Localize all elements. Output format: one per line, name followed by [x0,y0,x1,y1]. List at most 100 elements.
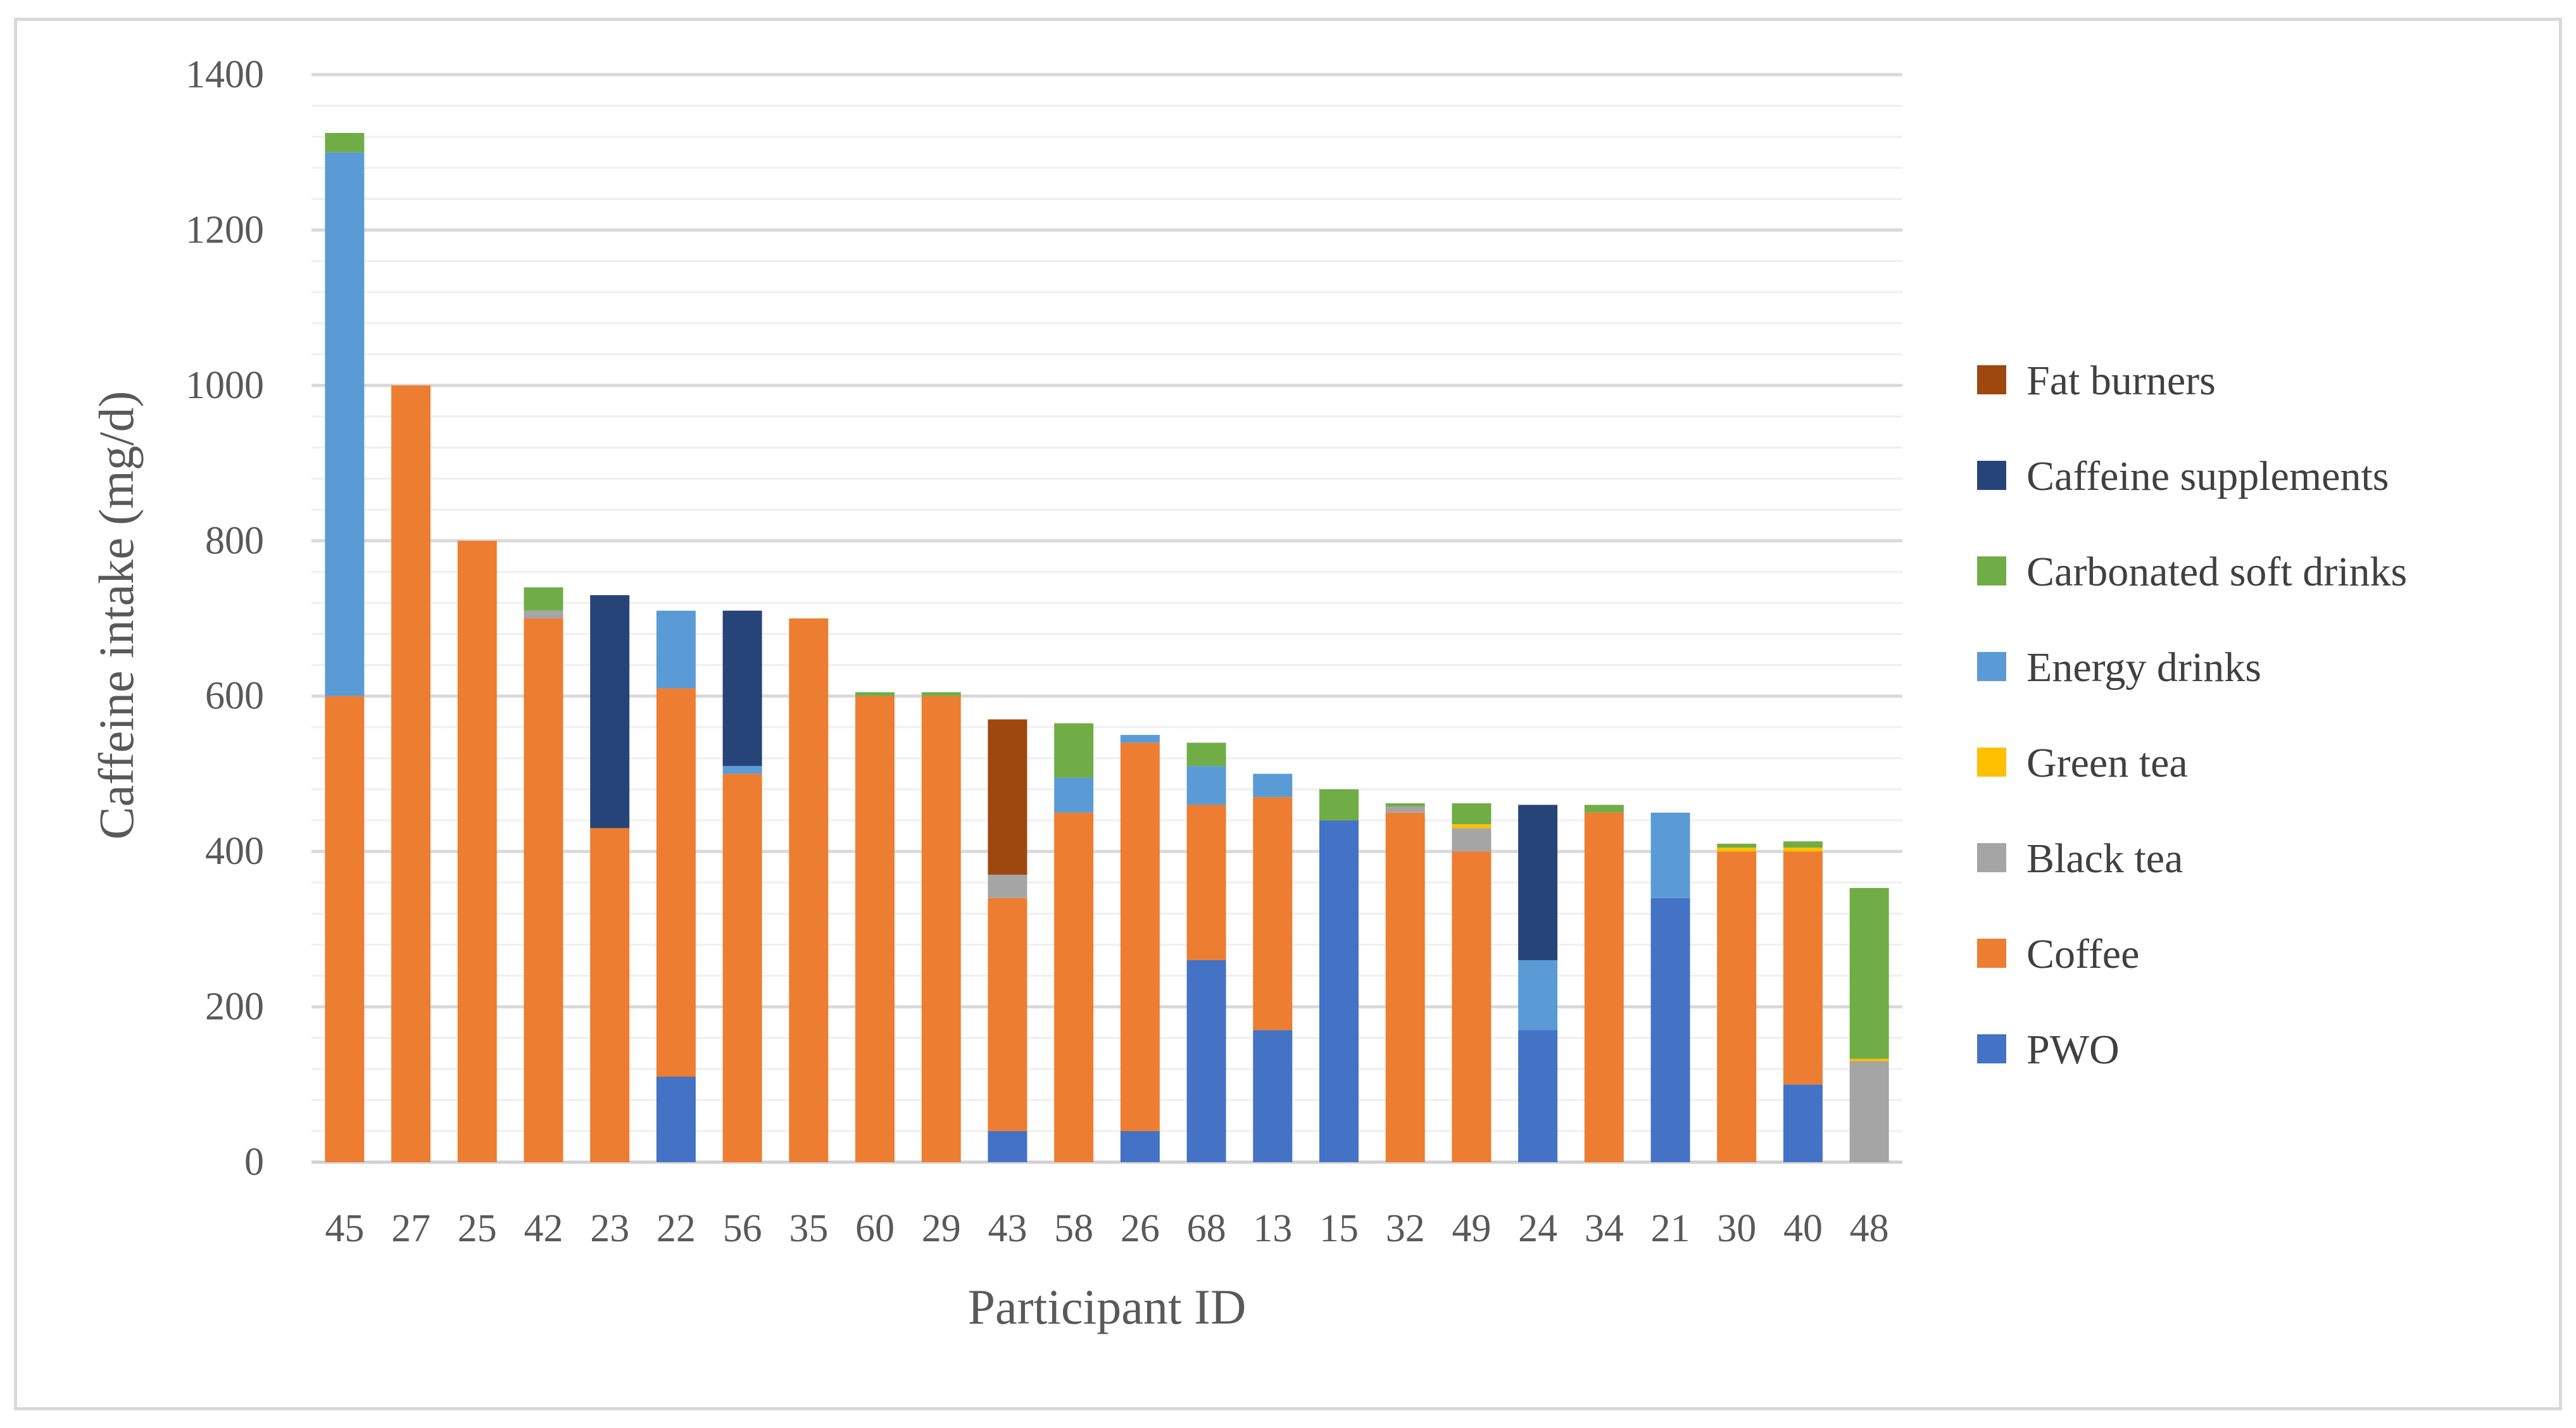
x-tick-label: 34 [1585,1207,1624,1250]
y-tick-label: 400 [205,830,264,873]
bar-segment-32-black-tea [1385,806,1425,813]
x-tick-label: 22 [657,1207,696,1250]
legend: Fat burners Caffeine supplements Carbonate… [1977,358,2407,1073]
legend-swatch [1977,461,2006,490]
legend-swatch [1977,556,2006,586]
bar-segment-24-caffeine-supplements [1518,805,1558,960]
bar-segment-68-pwo [1186,960,1226,1162]
bar-segment-48-green-tea [1849,1058,1889,1062]
legend-swatch [1977,843,2006,872]
bar-segment-15-carbonated-soft-drinks [1319,789,1359,821]
legend-swatch [1977,939,2006,968]
bar-segment-13-coffee [1253,797,1293,1030]
x-tick-label: 30 [1717,1207,1756,1250]
bar-segment-42-black-tea [524,610,563,618]
y-tick-label: 1200 [185,208,264,251]
bars-group [325,133,1889,1162]
legend-item-green-tea: Green tea [1977,740,2188,786]
bar-segment-21-pwo [1650,898,1690,1162]
bar-segment-45-carbonated-soft-drinks [325,133,365,153]
bar-segment-58-coffee [1054,812,1094,1162]
bar-segment-25-coffee [457,541,497,1162]
x-axis-title: Participant ID [968,1279,1247,1334]
bar-segment-43-fat-burners [988,719,1027,875]
bar-segment-42-coffee [524,618,563,1162]
chart-frame [14,18,2562,1410]
bar-segment-23-caffeine-supplements [590,595,630,829]
bar-segment-29-carbonated-soft-drinks [921,692,961,696]
bar-segment-40-green-tea [1783,848,1823,852]
y-tick-label: 800 [205,519,264,562]
y-tick-labels: 0 200 400 600 800 1000 1200 1400 [185,53,264,1184]
bar-segment-24-energy-drinks [1518,960,1558,1030]
bar-segment-26-energy-drinks [1120,735,1160,743]
x-tick-label: 35 [789,1207,828,1250]
legend-item-caffeine-supplements: Caffeine supplements [1977,453,2389,499]
bar-segment-32-carbonated-soft-drinks [1385,803,1425,806]
y-axis-title: Caffeine intake (mg/d) [89,391,144,840]
bar-segment-22-coffee [656,688,696,1077]
bar-segment-13-pwo [1253,1030,1293,1162]
x-tick-label: 56 [723,1207,762,1250]
bar-segment-56-caffeine-supplements [722,610,762,767]
bar-segment-40-coffee [1783,851,1823,1085]
x-tick-label: 32 [1386,1207,1425,1250]
legend-swatch [1977,365,2006,394]
bar-segment-24-pwo [1518,1030,1558,1162]
x-tick-label: 24 [1518,1207,1557,1250]
bar-segment-58-carbonated-soft-drinks [1054,723,1094,778]
bar-segment-35-coffee [789,618,829,1162]
bar-segment-45-energy-drinks [325,152,365,696]
legend-label: Fat burners [2026,358,2216,404]
bar-segment-68-carbonated-soft-drinks [1186,742,1226,767]
legend-swatch [1977,1034,2006,1063]
legend-label: Energy drinks [2026,644,2261,691]
y-tick-label: 1400 [185,53,264,96]
bar-segment-43-black-tea [988,874,1027,898]
x-tick-label: 13 [1253,1207,1292,1250]
legend-label: Green tea [2026,740,2188,786]
x-tick-label: 26 [1121,1207,1160,1250]
bar-segment-34-coffee [1584,812,1624,1162]
y-tick-label: 600 [205,675,264,718]
legend-swatch [1977,748,2006,777]
bar-segment-48-black-tea [1849,1061,1889,1162]
x-tick-label: 42 [524,1207,563,1250]
x-tick-label: 49 [1452,1207,1491,1250]
bar-segment-32-coffee [1385,812,1425,1162]
minor-gridlines [311,104,1902,1132]
bar-segment-49-black-tea [1452,828,1492,852]
x-tick-label: 23 [590,1207,629,1250]
x-tick-label: 43 [988,1207,1027,1250]
legend-item-coffee: Coffee [1977,931,2139,977]
bar-segment-23-coffee [590,828,630,1162]
bar-segment-40-carbonated-soft-drinks [1783,841,1823,848]
bar-segment-49-carbonated-soft-drinks [1452,803,1492,825]
bar-segment-49-green-tea [1452,824,1492,829]
bar-segment-48-carbonated-soft-drinks [1849,887,1889,1059]
x-tick-label: 29 [922,1207,961,1250]
x-tick-label: 48 [1850,1207,1889,1250]
bar-segment-40-pwo [1783,1084,1823,1162]
bar-segment-21-energy-drinks [1650,812,1690,898]
x-tick-label: 25 [458,1207,497,1250]
x-tick-label: 60 [855,1207,895,1250]
legend-label: Black tea [2026,836,2183,882]
x-tick-label: 15 [1319,1207,1359,1250]
x-tick-label: 27 [391,1207,430,1250]
bar-segment-22-pwo [656,1077,696,1162]
bar-segment-56-coffee [722,774,762,1162]
x-tick-label: 58 [1054,1207,1093,1250]
bar-segment-43-coffee [988,898,1027,1131]
legend-label: Carbonated soft drinks [2026,549,2407,595]
legend-item-energy-drinks: Energy drinks [1977,644,2261,691]
legend-swatch [1977,652,2006,681]
x-tick-label: 21 [1651,1207,1690,1250]
bar-segment-29-coffee [921,696,961,1162]
legend-item-black-tea: Black tea [1977,836,2183,882]
bar-segment-42-carbonated-soft-drinks [524,587,563,611]
bar-segment-68-coffee [1186,805,1226,960]
major-gridlines [311,73,1902,1164]
x-tick-label: 40 [1783,1207,1823,1250]
